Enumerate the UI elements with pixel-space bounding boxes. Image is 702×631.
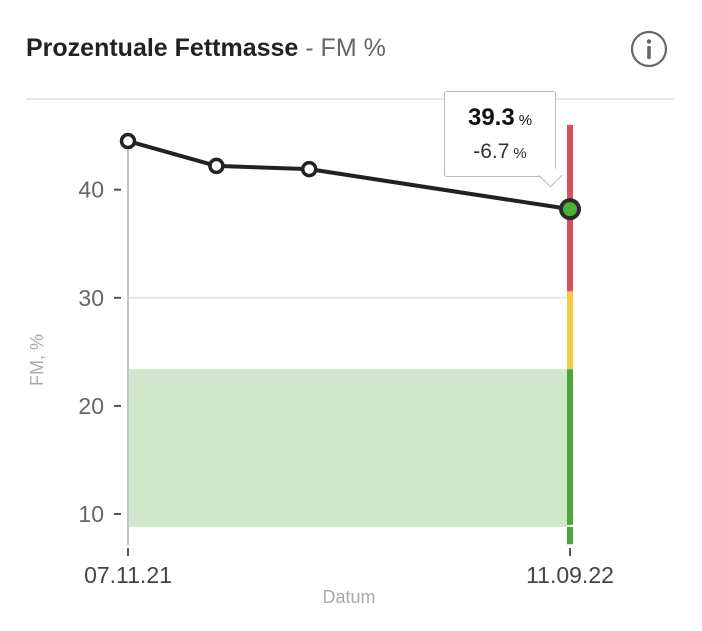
tooltip-value-unit: % (518, 112, 533, 129)
tooltip-change-line: -6.7% (445, 140, 555, 164)
range-bar-segment (567, 291, 573, 370)
range-bar-segment (567, 369, 573, 525)
tooltip-change-unit: % (513, 145, 527, 162)
title-subtitle: FM % (320, 34, 386, 62)
title-separator: - (298, 34, 321, 62)
x-axis-label: Datum (322, 587, 375, 607)
highlighted-point (563, 202, 577, 217)
x-tick-label: 07.11.21 (84, 562, 172, 588)
y-tick-label: 30 (78, 285, 104, 311)
x-tick-label: 11.09.22 (526, 562, 614, 588)
header-divider (26, 98, 674, 100)
tooltip-value-line: 39.3% (445, 104, 555, 132)
data-line (127, 139, 571, 212)
title-main: Prozentuale Fettmasse (26, 34, 299, 62)
info-icon[interactable] (630, 30, 668, 68)
y-axis-label: FM, % (27, 334, 47, 386)
y-tick-label: 40 (78, 177, 104, 203)
y-tick-label: 10 (78, 501, 104, 527)
chart-title: Prozentuale Fettmasse - FM % (26, 34, 386, 63)
data-point (119, 132, 137, 150)
tooltip-change: -6.7 (473, 140, 510, 163)
value-tooltip: 39.3% -6.7% (444, 91, 556, 177)
reference-band (128, 369, 570, 527)
data-point (300, 160, 318, 178)
range-bar-segment (567, 526, 573, 545)
data-point (208, 157, 225, 175)
y-tick-label: 20 (78, 393, 104, 419)
tooltip-value: 39.3 (467, 104, 515, 131)
